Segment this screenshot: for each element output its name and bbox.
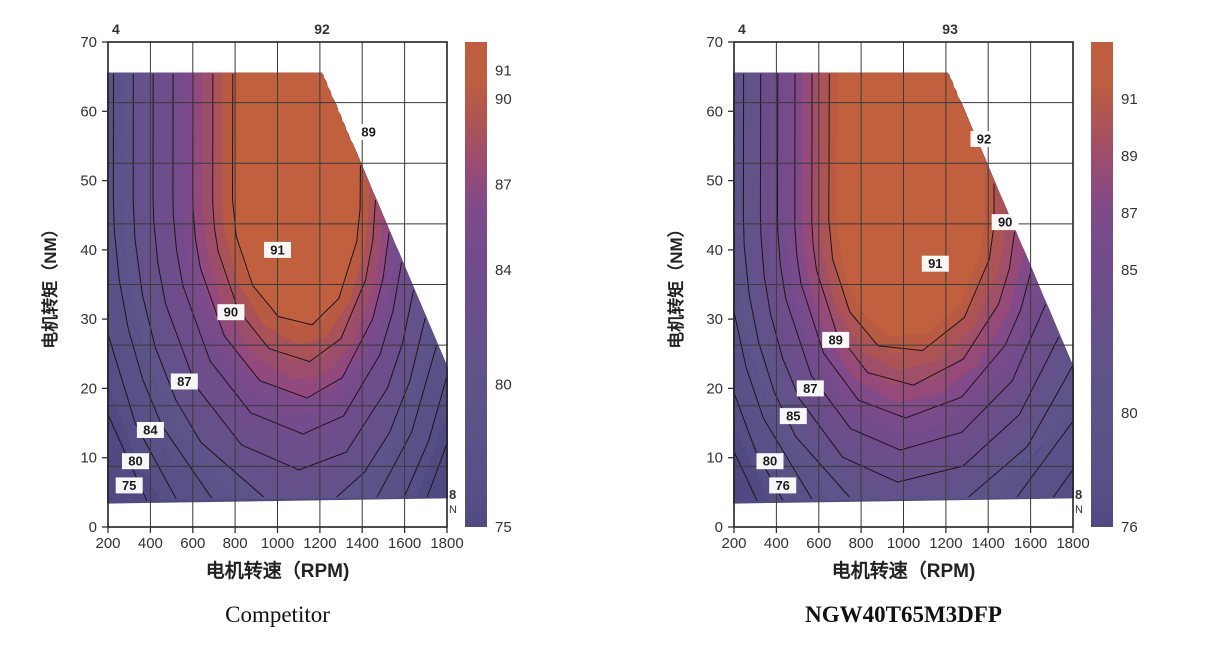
svg-text:400: 400 (764, 535, 789, 552)
svg-text:70: 70 (80, 34, 97, 51)
svg-text:90: 90 (495, 91, 512, 108)
svg-text:76: 76 (775, 478, 789, 493)
svg-text:87: 87 (495, 177, 512, 194)
svg-text:电机转矩（NM）: 电机转矩（NM） (40, 220, 60, 348)
svg-text:10: 10 (80, 450, 97, 467)
svg-text:8: 8 (449, 487, 456, 502)
svg-text:30: 30 (706, 311, 723, 328)
svg-text:89: 89 (361, 125, 375, 140)
svg-text:60: 60 (80, 103, 97, 120)
svg-text:1800: 1800 (1056, 535, 1089, 552)
svg-text:92: 92 (977, 132, 991, 147)
svg-text:92: 92 (314, 21, 330, 37)
svg-text:0: 0 (89, 519, 97, 536)
svg-text:电机转矩（NM）: 电机转矩（NM） (666, 220, 686, 348)
svg-text:1600: 1600 (1014, 535, 1047, 552)
svg-text:NGW40T65M3DFP: NGW40T65M3DFP (805, 602, 1002, 627)
svg-text:93: 93 (942, 21, 958, 37)
svg-text:90: 90 (224, 305, 238, 320)
svg-text:1400: 1400 (972, 535, 1005, 552)
svg-text:75: 75 (495, 519, 512, 536)
svg-text:20: 20 (80, 380, 97, 397)
svg-text:600: 600 (806, 535, 831, 552)
svg-text:8: 8 (1075, 487, 1082, 502)
svg-text:89: 89 (828, 332, 842, 347)
svg-text:1200: 1200 (303, 535, 336, 552)
svg-text:60: 60 (706, 103, 723, 120)
svg-text:Competitor: Competitor (225, 602, 330, 627)
svg-text:91: 91 (270, 242, 284, 257)
svg-text:85: 85 (786, 409, 800, 424)
svg-text:1200: 1200 (929, 535, 962, 552)
svg-text:200: 200 (721, 535, 746, 552)
svg-text:1000: 1000 (887, 535, 920, 552)
svg-text:80: 80 (763, 454, 777, 469)
svg-text:80: 80 (1121, 405, 1138, 422)
svg-text:N: N (1075, 504, 1083, 516)
svg-text:91: 91 (495, 63, 512, 80)
svg-text:84: 84 (143, 423, 158, 438)
svg-text:40: 40 (80, 242, 97, 259)
svg-text:20: 20 (706, 380, 723, 397)
svg-text:40: 40 (706, 242, 723, 259)
svg-text:91: 91 (928, 256, 942, 271)
svg-text:50: 50 (80, 173, 97, 190)
svg-text:87: 87 (177, 374, 191, 389)
svg-text:1000: 1000 (261, 535, 294, 552)
svg-text:1600: 1600 (388, 535, 421, 552)
svg-text:电机转速（RPM): 电机转速（RPM) (206, 559, 350, 582)
svg-text:87: 87 (803, 381, 817, 396)
svg-text:91: 91 (1121, 91, 1138, 108)
svg-text:76: 76 (1121, 519, 1138, 536)
svg-text:1400: 1400 (346, 535, 379, 552)
svg-text:10: 10 (706, 450, 723, 467)
svg-text:800: 800 (849, 535, 874, 552)
svg-text:200: 200 (95, 535, 120, 552)
svg-text:4: 4 (112, 21, 120, 37)
svg-text:电机转速（RPM): 电机转速（RPM) (832, 559, 976, 582)
svg-text:89: 89 (1121, 148, 1138, 165)
svg-text:85: 85 (1121, 262, 1138, 279)
svg-text:30: 30 (80, 311, 97, 328)
svg-text:75: 75 (122, 478, 136, 493)
svg-text:600: 600 (180, 535, 205, 552)
svg-text:0: 0 (715, 519, 723, 536)
svg-text:4: 4 (738, 21, 746, 37)
svg-text:1800: 1800 (430, 535, 463, 552)
svg-text:80: 80 (128, 454, 142, 469)
svg-text:400: 400 (138, 535, 163, 552)
svg-text:84: 84 (495, 262, 512, 279)
svg-text:70: 70 (706, 34, 723, 51)
svg-text:800: 800 (223, 535, 248, 552)
svg-text:80: 80 (495, 376, 512, 393)
svg-text:87: 87 (1121, 205, 1138, 222)
svg-text:90: 90 (998, 215, 1012, 230)
svg-text:N: N (449, 504, 457, 516)
svg-text:50: 50 (706, 173, 723, 190)
